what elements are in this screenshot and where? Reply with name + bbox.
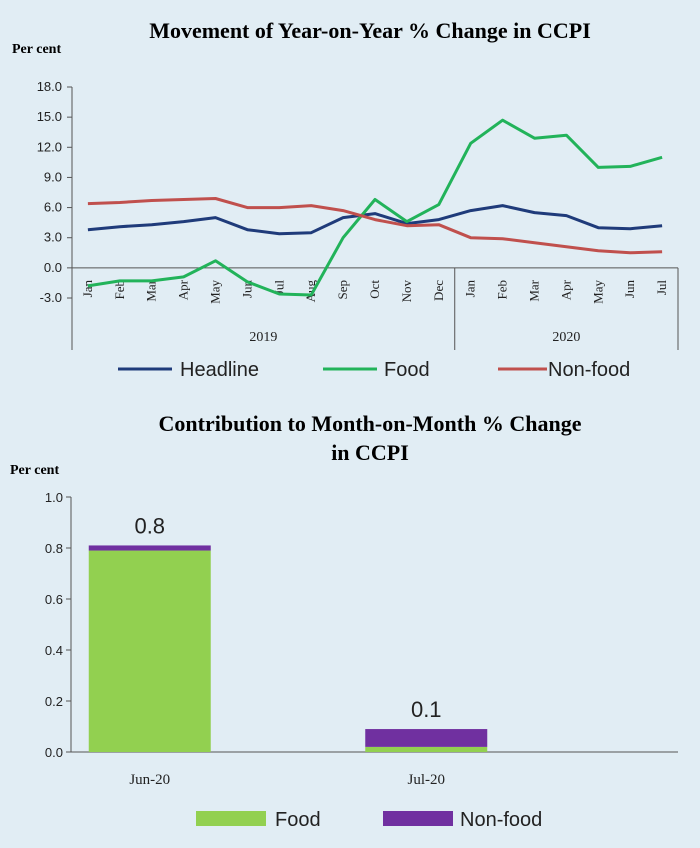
mom-legend: Food Non-food xyxy=(196,809,542,831)
mom-bar-total-label: 0.8 xyxy=(134,513,165,538)
yoy-chart-title: Movement of Year-on-Year % Change in CCP… xyxy=(149,18,591,43)
yoy-y-tick-label: -3.0 xyxy=(40,290,62,305)
yoy-y-tick-label: 15.0 xyxy=(37,109,62,124)
mom-x-category-label: Jul-20 xyxy=(408,772,446,788)
yoy-x-month-label: Feb xyxy=(112,280,127,300)
yoy-x-month-label: Aug xyxy=(303,280,318,303)
yoy-y-tick-label: 12.0 xyxy=(37,139,62,154)
yoy-x-month-label: Mar xyxy=(526,279,541,301)
mom-legend-label: Food xyxy=(275,809,321,831)
mom-bar-food xyxy=(365,746,488,752)
yoy-legend: Headline Food Non-food xyxy=(118,359,630,381)
yoy-x-month-label: Jul xyxy=(654,280,669,296)
yoy-x-month-label: Dec xyxy=(431,280,446,301)
mom-bar-non-food xyxy=(365,729,488,747)
mom-legend-swatch xyxy=(196,811,266,826)
mom-legend-swatch xyxy=(383,811,453,826)
mom-y-tick-label: 0.4 xyxy=(45,643,63,658)
yoy-legend-label: Food xyxy=(384,359,430,381)
mom-y-tick-label: 0.2 xyxy=(45,694,63,709)
yoy-series-line-food xyxy=(87,118,663,297)
yoy-y-tick-label: 9.0 xyxy=(44,169,62,184)
yoy-y-tick-label: 18.0 xyxy=(37,79,62,94)
yoy-x-month-label: Jun xyxy=(622,280,637,299)
yoy-year-label: 2020 xyxy=(552,330,580,345)
mom-y-tick-label: 1.0 xyxy=(45,490,63,505)
mom-y-tick-label: 0.8 xyxy=(45,541,63,556)
yoy-y-axis-unit: Per cent xyxy=(12,42,61,57)
yoy-x-month-label: Nov xyxy=(399,280,414,303)
mom-bars: 0.8 Jun-20 0.1 Jul-20 xyxy=(88,513,488,788)
yoy-x-month-label: May xyxy=(208,280,223,304)
mom-bar-non-food xyxy=(88,545,211,551)
yoy-series-line-headline xyxy=(87,204,663,236)
mom-bar-chart: Contribution to Month-on-Month % Change … xyxy=(10,411,678,831)
yoy-x-month-label: May xyxy=(590,280,605,304)
yoy-x-month-label: Apr xyxy=(176,279,191,300)
yoy-x-month-label: Jan xyxy=(80,280,95,298)
yoy-legend-label: Headline xyxy=(180,359,259,381)
mom-legend-label: Non-food xyxy=(460,809,542,831)
mom-chart-title-line1: Contribution to Month-on-Month % Change xyxy=(159,411,582,436)
yoy-line-chart: Movement of Year-on-Year % Change in CCP… xyxy=(12,18,679,381)
yoy-y-tick-label: 6.0 xyxy=(44,200,62,215)
yoy-legend-label: Non-food xyxy=(548,359,630,381)
mom-y-tick-label: 0.0 xyxy=(45,745,63,760)
yoy-x-month-label: Mar xyxy=(144,279,159,301)
mom-bar-total-label: 0.1 xyxy=(411,697,442,722)
mom-y-axis-unit: Per cent xyxy=(10,463,59,478)
yoy-y-tick-label: 3.0 xyxy=(44,230,62,245)
yoy-x-month-label: Jan xyxy=(463,280,478,298)
mom-y-tick-label: 0.6 xyxy=(45,592,63,607)
yoy-x-month-label: Sep xyxy=(335,280,350,300)
mom-bar-food xyxy=(88,550,211,752)
yoy-year-label: 2019 xyxy=(249,330,277,345)
yoy-x-month-label: Apr xyxy=(558,279,573,300)
yoy-axes: 18.0 15.0 12.0 9.0 6.0 3.0 0.0 -3.0 Jan Feb Mar Apr… xyxy=(37,79,679,350)
mom-x-category-label: Jun-20 xyxy=(129,772,170,788)
yoy-series-lines xyxy=(87,118,663,297)
yoy-x-month-label: Feb xyxy=(495,280,510,300)
mom-chart-title-line2: in CCPI xyxy=(331,440,409,465)
yoy-y-tick-label: 0.0 xyxy=(44,260,62,275)
yoy-series-line-non-food xyxy=(87,197,663,255)
yoy-x-month-label: Oct xyxy=(367,280,382,299)
